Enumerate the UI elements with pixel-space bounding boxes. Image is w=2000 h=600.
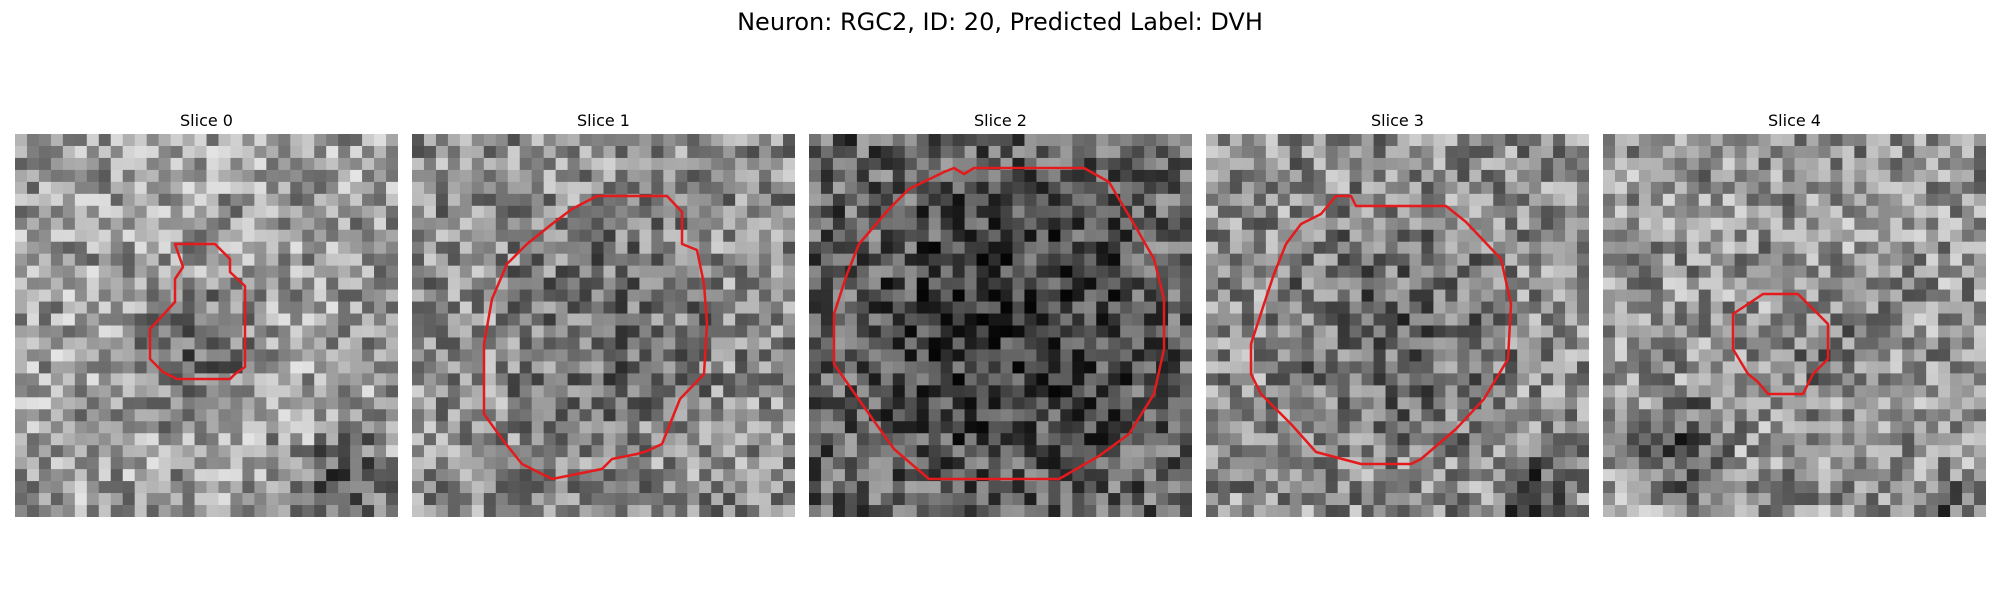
roi-contour [482,194,709,481]
slice-image-3 [1206,134,1589,517]
pixel-grid [15,134,398,517]
slice-panel-3: Slice 3 [1206,108,1589,517]
slice-title-3: Slice 3 [1371,111,1424,130]
slice-panel-0: Slice 0 [15,108,398,517]
slice-image-0 [15,134,398,517]
slice-image-1 [412,134,795,517]
slice-image-2 [809,134,1192,517]
pixel-grid [1206,134,1589,517]
roi-contour [148,242,247,381]
roi-contour [1249,194,1513,466]
roi-contour [1731,292,1830,396]
slice-image-4 [1603,134,1986,517]
slice-panel-1: Slice 1 [412,108,795,517]
pixel-grid [809,134,1192,517]
roi-contour [832,166,1166,481]
figure-title: Neuron: RGC2, ID: 20, Predicted Label: D… [737,8,1263,36]
slice-panel-4: Slice 4 [1603,108,1986,517]
slice-title-4: Slice 4 [1768,111,1821,130]
slice-title-1: Slice 1 [577,111,630,130]
pixel-grid [412,134,795,517]
pixel-grid [1603,134,1986,517]
slice-title-2: Slice 2 [974,111,1027,130]
slice-title-0: Slice 0 [180,111,233,130]
slice-panel-2: Slice 2 [809,108,1192,517]
